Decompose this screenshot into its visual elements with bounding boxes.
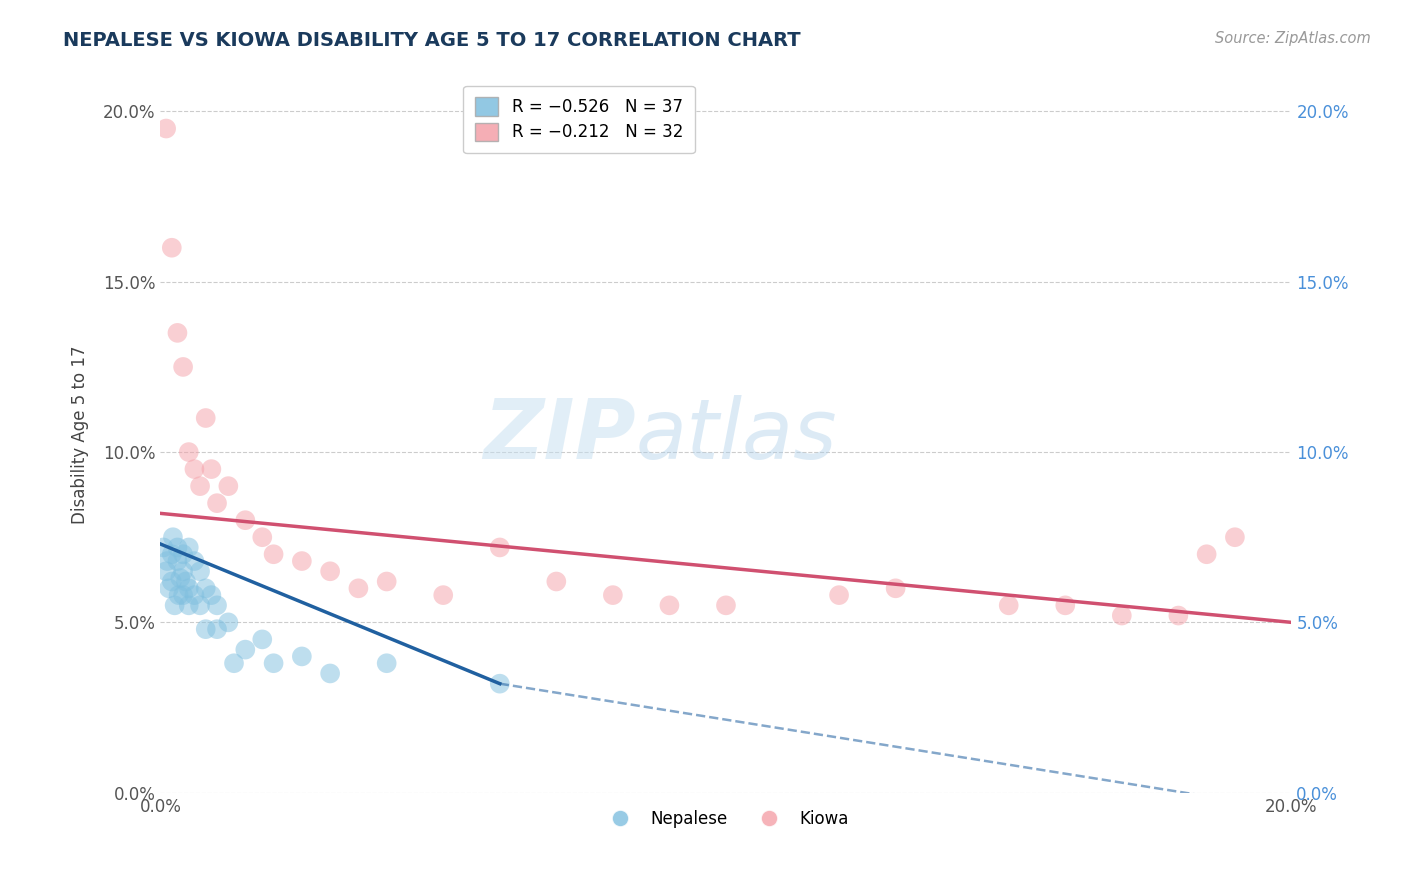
Point [217,615,239,630]
Point [1054,599,1077,613]
Legend: Nepalese, Kiowa: Nepalese, Kiowa [596,803,855,834]
Point [152,541,174,555]
Point [205,599,228,613]
Point [347,582,370,596]
Point [194,411,217,425]
Point [166,326,188,340]
Point [156,554,179,568]
Point [200,462,222,476]
Text: Source: ZipAtlas.com: Source: ZipAtlas.com [1215,31,1371,46]
Point [169,571,191,585]
Point [205,496,228,510]
Point [1195,547,1218,561]
Point [1167,608,1189,623]
Point [828,588,851,602]
Point [291,649,314,664]
Point [188,599,211,613]
Point [194,582,217,596]
Text: ZIP: ZIP [482,394,636,475]
Point [200,588,222,602]
Point [172,547,194,561]
Point [160,241,183,255]
Point [155,564,177,578]
Point [172,564,194,578]
Point [1111,608,1133,623]
Point [714,599,737,613]
Point [546,574,568,589]
Point [263,547,285,561]
Point [166,554,188,568]
Point [375,657,398,671]
Point [488,541,510,555]
Point [155,121,177,136]
Point [194,622,217,636]
Point [160,547,183,561]
Point [252,632,274,647]
Y-axis label: Disability Age 5 to 17: Disability Age 5 to 17 [72,346,89,524]
Point [252,530,274,544]
Point [188,479,211,493]
Point [432,588,454,602]
Point [183,588,205,602]
Point [183,462,205,476]
Point [166,541,188,555]
Point [172,588,194,602]
Point [263,657,285,671]
Point [217,479,239,493]
Point [162,530,184,544]
Point [375,574,398,589]
Point [163,599,186,613]
Point [997,599,1019,613]
Point [205,622,228,636]
Point [602,588,624,602]
Point [233,513,256,527]
Point [488,676,510,690]
Point [319,564,342,578]
Point [222,657,245,671]
Point [172,359,194,374]
Point [177,541,200,555]
Point [177,599,200,613]
Point [1223,530,1246,544]
Text: NEPALESE VS KIOWA DISABILITY AGE 5 TO 17 CORRELATION CHART: NEPALESE VS KIOWA DISABILITY AGE 5 TO 17… [63,31,801,50]
Point [177,445,200,459]
Point [160,574,183,589]
Point [233,642,256,657]
Point [177,582,200,596]
Point [174,574,197,589]
Text: atlas: atlas [636,394,837,475]
Point [884,582,907,596]
Point [183,554,205,568]
Point [167,588,190,602]
Point [157,582,180,596]
Point [291,554,314,568]
Point [319,666,342,681]
Point [188,564,211,578]
Point [658,599,681,613]
